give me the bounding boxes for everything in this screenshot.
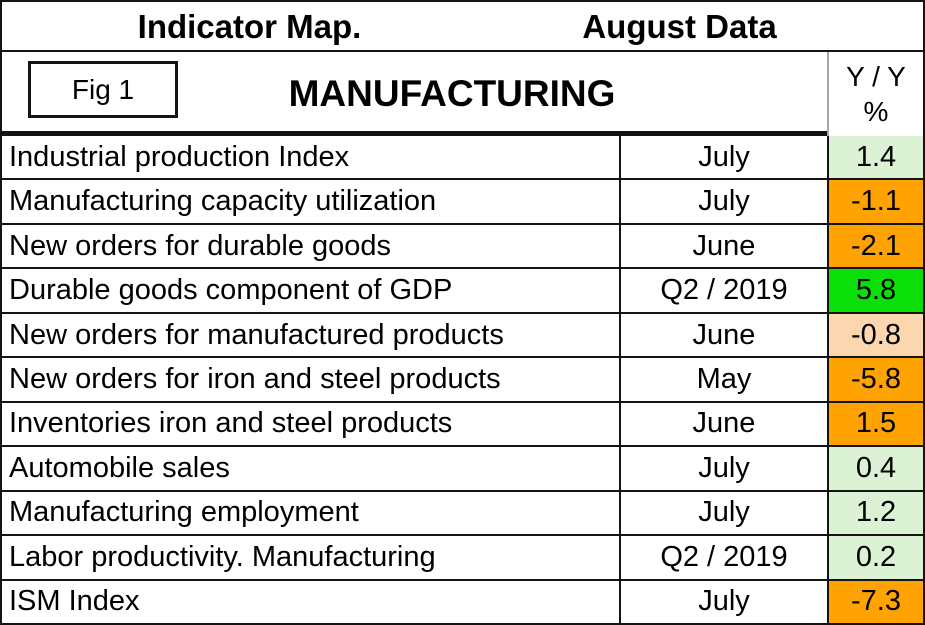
table-row: Durable goods component of GDP Q2 / 2019… bbox=[2, 269, 923, 314]
section-header-row: MANUFACTURING Fig 1 Y / Y % bbox=[2, 52, 923, 136]
indicator-name-cell: Labor productivity. Manufacturing bbox=[9, 540, 436, 573]
title-row: Indicator Map. August Data bbox=[2, 2, 923, 52]
page-title: Indicator Map. bbox=[137, 8, 362, 45]
yoy-value-cell: -0.8 bbox=[827, 313, 923, 357]
indicator-name-cell: Manufacturing employment bbox=[9, 496, 359, 529]
period-cell: Q2 / 2019 bbox=[619, 536, 827, 579]
period-cell: June bbox=[619, 313, 827, 357]
yoy-value-cell: 0.2 bbox=[827, 536, 923, 579]
yoy-value-cell: -5.8 bbox=[827, 358, 923, 401]
period-cell: July bbox=[619, 580, 827, 623]
figure-label-box: Fig 1 bbox=[28, 61, 178, 118]
yoy-header-line2: % bbox=[863, 96, 889, 127]
table-row: Automobile sales July 0.4 bbox=[2, 447, 923, 492]
indicator-name-cell: Manufacturing capacity utilization bbox=[9, 185, 437, 218]
indicator-name-cell: New orders for manufactured products bbox=[9, 318, 504, 351]
indicator-name-cell: Durable goods component of GDP bbox=[9, 274, 453, 307]
period-cell: Q2 / 2019 bbox=[619, 269, 827, 312]
table-row: New orders for manufactured products Jun… bbox=[2, 313, 923, 359]
table-row: Labor productivity. Manufacturing Q2 / 2… bbox=[2, 536, 923, 581]
yoy-value-cell: -2.1 bbox=[827, 224, 923, 268]
table-row: Industrial production Index July 1.4 bbox=[2, 136, 923, 181]
indicator-name-cell: New orders for iron and steel products bbox=[9, 362, 501, 395]
table-row: Manufacturing employment July 1.2 bbox=[2, 491, 923, 537]
yoy-value-cell: 0.4 bbox=[827, 447, 923, 490]
indicator-name-cell: Inventories iron and steel products bbox=[9, 407, 453, 440]
period-cell: July bbox=[619, 180, 827, 223]
indicator-name-cell: New orders for durable goods bbox=[9, 229, 392, 262]
data-month-label: August Data bbox=[582, 8, 777, 45]
table-row: New orders for iron and steel products M… bbox=[2, 358, 923, 403]
period-cell: June bbox=[619, 224, 827, 268]
yoy-value-cell: 5.8 bbox=[827, 269, 923, 312]
yoy-value-cell: 1.2 bbox=[827, 491, 923, 535]
table-row: Inventories iron and steel products June… bbox=[2, 402, 923, 448]
period-cell: July bbox=[619, 136, 827, 179]
yoy-value-cell: -7.3 bbox=[827, 580, 923, 623]
figure-label: Fig 1 bbox=[71, 73, 135, 105]
period-cell: July bbox=[619, 447, 827, 490]
table-row: Manufacturing capacity utilization July … bbox=[2, 180, 923, 225]
period-cell: June bbox=[619, 402, 827, 446]
yoy-value-cell: 1.5 bbox=[827, 402, 923, 446]
yoy-value-cell: -1.1 bbox=[827, 180, 923, 223]
table-row: ISM Index July -7.3 bbox=[2, 580, 923, 623]
yoy-value-cell: 1.4 bbox=[827, 136, 923, 179]
section-title: MANUFACTURING bbox=[288, 73, 616, 114]
table-row: New orders for durable goods June -2.1 bbox=[2, 224, 923, 270]
indicator-name-cell: Automobile sales bbox=[9, 451, 230, 484]
period-cell: July bbox=[619, 491, 827, 535]
period-cell: May bbox=[619, 358, 827, 401]
indicator-name-cell: ISM Index bbox=[9, 585, 140, 618]
indicator-name-cell: Industrial production Index bbox=[9, 140, 350, 173]
yoy-column-header: Y / Y % bbox=[827, 52, 923, 136]
table-body: Industrial production Index July 1.4 Man… bbox=[2, 136, 923, 623]
yoy-header-line1: Y / Y bbox=[846, 61, 906, 92]
